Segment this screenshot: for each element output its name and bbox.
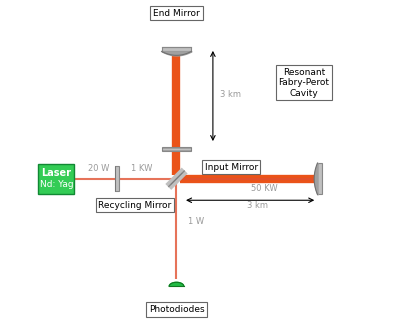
Polygon shape (169, 282, 184, 286)
Text: 1 W: 1 W (188, 217, 204, 226)
Text: Nd: Yag: Nd: Yag (40, 180, 73, 189)
FancyBboxPatch shape (162, 47, 191, 51)
Text: 50 KW: 50 KW (251, 184, 278, 193)
FancyBboxPatch shape (38, 164, 74, 194)
FancyBboxPatch shape (115, 166, 119, 191)
FancyBboxPatch shape (162, 147, 190, 151)
Text: Recycling Mirror: Recycling Mirror (99, 201, 172, 210)
Text: 3 km: 3 km (219, 90, 240, 99)
Text: Resonant
Fabry-Perot
Cavity: Resonant Fabry-Perot Cavity (278, 68, 329, 98)
Text: 3 km: 3 km (247, 201, 268, 210)
Text: Photodiodes: Photodiodes (148, 305, 204, 314)
FancyBboxPatch shape (318, 163, 322, 194)
Text: End Mirror: End Mirror (153, 9, 200, 18)
Text: Laser: Laser (41, 168, 71, 178)
Text: 20 W: 20 W (88, 164, 109, 173)
Text: 1 KW: 1 KW (131, 164, 152, 173)
Text: Input Mirror: Input Mirror (205, 163, 258, 172)
